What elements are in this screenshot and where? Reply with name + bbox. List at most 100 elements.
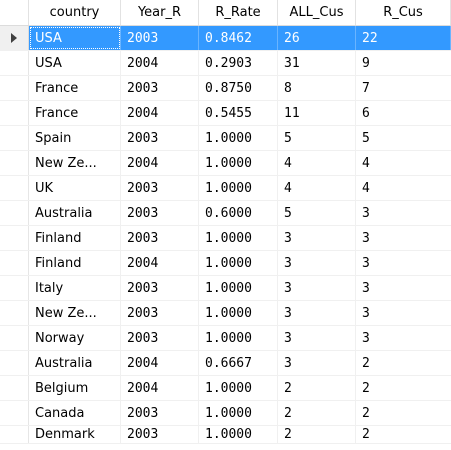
cell-year-r[interactable]: 2004 <box>121 376 199 400</box>
table-row[interactable]: USA 2004 0.2903 31 9 <box>0 51 451 76</box>
cell-country[interactable]: Italy <box>29 276 121 300</box>
cell-all-cus[interactable]: 2 <box>278 376 356 400</box>
cell-year-r[interactable]: 2003 <box>121 426 199 443</box>
cell-country[interactable]: Norway <box>29 326 121 350</box>
cell-country[interactable]: Spain <box>29 126 121 150</box>
cell-r-rate[interactable]: 1.0000 <box>199 401 278 425</box>
cell-r-rate[interactable]: 0.8750 <box>199 76 278 100</box>
cell-year-r[interactable]: 2003 <box>121 126 199 150</box>
cell-all-cus[interactable]: 2 <box>278 401 356 425</box>
row-header[interactable] <box>0 151 29 175</box>
table-row[interactable]: New Ze... 2003 1.0000 3 3 <box>0 301 451 326</box>
cell-r-cus[interactable]: 7 <box>362 80 370 96</box>
cell-country[interactable]: France <box>29 76 121 100</box>
row-header-corner[interactable] <box>0 0 29 25</box>
cell-r-rate[interactable]: 1.0000 <box>199 226 278 250</box>
column-header-r-rate[interactable]: R_Rate <box>199 0 278 25</box>
cell-year-r[interactable]: 2003 <box>121 326 199 350</box>
row-header[interactable] <box>0 201 29 225</box>
cell-all-cus[interactable]: 2 <box>278 426 356 443</box>
cell-year-r[interactable]: 2004 <box>121 351 199 375</box>
row-header[interactable] <box>0 426 29 443</box>
cell-country[interactable]: Australia <box>29 351 121 375</box>
row-header[interactable] <box>0 226 29 250</box>
cell-year-r[interactable]: 2004 <box>121 251 199 275</box>
table-row[interactable]: Italy 2003 1.0000 3 3 <box>0 276 451 301</box>
cell-all-cus[interactable]: 4 <box>278 176 356 200</box>
cell-year-r[interactable]: 2004 <box>121 101 199 125</box>
column-header-country[interactable]: country <box>29 0 121 25</box>
cell-r-cus[interactable]: 3 <box>362 330 370 346</box>
cell-r-cus[interactable]: 6 <box>362 105 370 121</box>
table-row[interactable]: USA 2003 0.8462 26 22 <box>0 26 451 51</box>
table-row[interactable]: Belgium 2004 1.0000 2 2 <box>0 376 451 401</box>
cell-country[interactable]: New Ze... <box>29 151 121 175</box>
column-header-r-cus[interactable]: R_Cus <box>356 0 451 25</box>
cell-all-cus[interactable]: 4 <box>278 151 356 175</box>
table-row[interactable]: France 2003 0.8750 8 7 <box>0 76 451 101</box>
table-row[interactable]: New Ze... 2004 1.0000 4 4 <box>0 151 451 176</box>
cell-country[interactable]: UK <box>29 176 121 200</box>
cell-all-cus[interactable]: 11 <box>278 101 356 125</box>
cell-country[interactable]: Australia <box>29 201 121 225</box>
row-header[interactable] <box>0 51 29 75</box>
cell-country[interactable]: New Ze... <box>29 301 121 325</box>
cell-r-cus[interactable]: 2 <box>362 405 370 421</box>
cell-r-rate[interactable]: 1.0000 <box>199 426 278 443</box>
cell-r-rate[interactable]: 0.6667 <box>199 351 278 375</box>
table-row[interactable]: Finland 2003 1.0000 3 3 <box>0 226 451 251</box>
row-header[interactable] <box>0 101 29 125</box>
row-header[interactable] <box>0 376 29 400</box>
cell-r-cus[interactable]: 3 <box>362 230 370 246</box>
cell-r-rate[interactable]: 1.0000 <box>199 126 278 150</box>
cell-year-r[interactable]: 2003 <box>121 76 199 100</box>
table-row[interactable]: Australia 2003 0.6000 5 3 <box>0 201 451 226</box>
cell-country[interactable]: Finland <box>29 226 121 250</box>
cell-r-cus[interactable]: 2 <box>362 427 370 442</box>
row-header[interactable] <box>0 126 29 150</box>
cell-year-r[interactable]: 2003 <box>121 226 199 250</box>
row-header[interactable] <box>0 26 29 50</box>
cell-country[interactable]: USA <box>29 51 121 75</box>
cell-all-cus[interactable]: 8 <box>278 76 356 100</box>
row-header[interactable] <box>0 276 29 300</box>
table-row[interactable]: Finland 2004 1.0000 3 3 <box>0 251 451 276</box>
cell-r-rate[interactable]: 0.6000 <box>199 201 278 225</box>
cell-all-cus[interactable]: 5 <box>278 201 356 225</box>
cell-all-cus[interactable]: 3 <box>278 226 356 250</box>
cell-country[interactable]: USA <box>29 26 121 50</box>
table-row[interactable]: Canada 2003 1.0000 2 2 <box>0 401 451 426</box>
table-row[interactable]: Spain 2003 1.0000 5 5 <box>0 126 451 151</box>
row-header[interactable] <box>0 401 29 425</box>
cell-r-cus[interactable]: 2 <box>362 380 370 396</box>
row-header[interactable] <box>0 301 29 325</box>
cell-r-cus[interactable]: 9 <box>362 55 370 71</box>
table-row[interactable]: Denmark 2003 1.0000 2 2 <box>0 426 451 444</box>
cell-r-cus[interactable]: 4 <box>362 155 370 171</box>
cell-country[interactable]: Denmark <box>29 426 121 443</box>
cell-r-rate[interactable]: 1.0000 <box>199 276 278 300</box>
cell-r-rate[interactable]: 0.5455 <box>199 101 278 125</box>
cell-r-rate[interactable]: 1.0000 <box>199 326 278 350</box>
cell-year-r[interactable]: 2004 <box>121 151 199 175</box>
table-row[interactable]: Norway 2003 1.0000 3 3 <box>0 326 451 351</box>
table-row[interactable]: Australia 2004 0.6667 3 2 <box>0 351 451 376</box>
cell-country[interactable]: Belgium <box>29 376 121 400</box>
table-row[interactable]: France 2004 0.5455 11 6 <box>0 101 451 126</box>
cell-all-cus[interactable]: 26 <box>278 26 356 50</box>
cell-r-cus[interactable]: 2 <box>362 355 370 371</box>
cell-r-rate[interactable]: 1.0000 <box>199 301 278 325</box>
cell-country[interactable]: Finland <box>29 251 121 275</box>
cell-r-rate[interactable]: 0.2903 <box>199 51 278 75</box>
cell-r-rate[interactable]: 1.0000 <box>199 176 278 200</box>
cell-all-cus[interactable]: 3 <box>278 326 356 350</box>
cell-r-cus[interactable]: 4 <box>362 180 370 196</box>
row-header[interactable] <box>0 326 29 350</box>
cell-all-cus[interactable]: 5 <box>278 126 356 150</box>
cell-r-rate[interactable]: 1.0000 <box>199 251 278 275</box>
cell-year-r[interactable]: 2003 <box>121 276 199 300</box>
cell-all-cus[interactable]: 3 <box>278 301 356 325</box>
cell-all-cus[interactable]: 31 <box>278 51 356 75</box>
cell-r-cus[interactable]: 5 <box>362 130 370 146</box>
